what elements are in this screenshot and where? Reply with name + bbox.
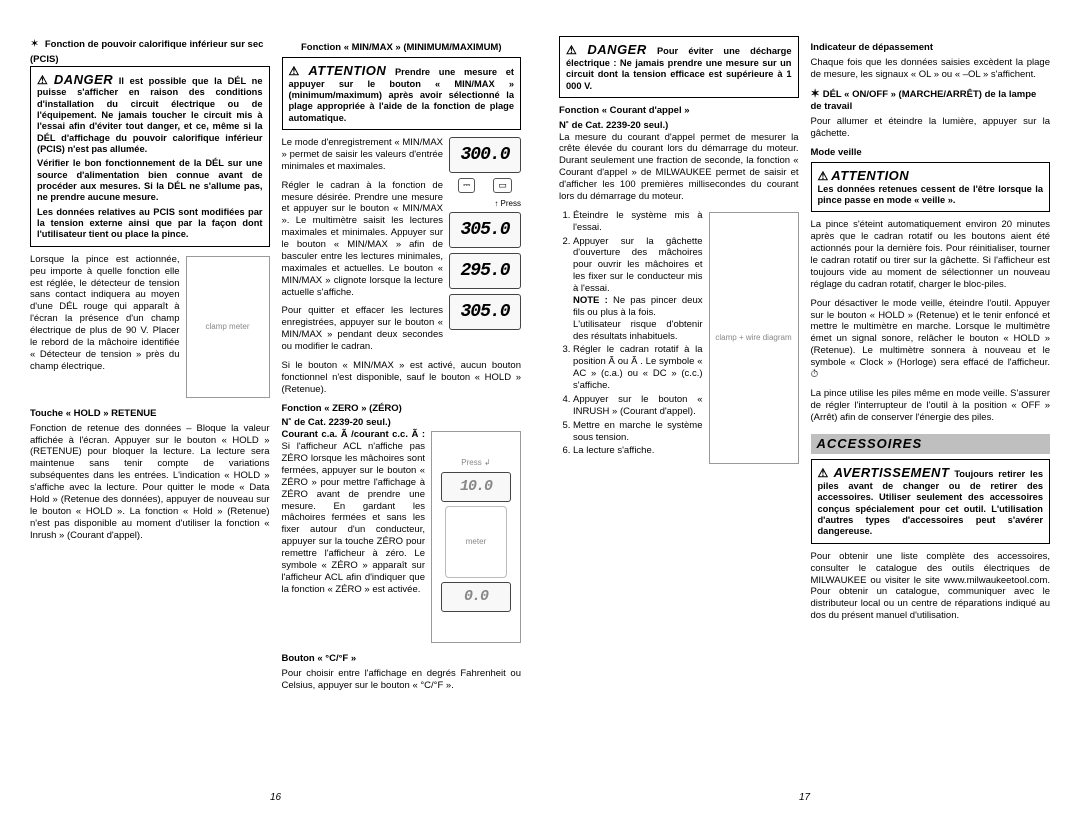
note-label: NOTE : xyxy=(573,295,608,306)
danger-label: DANGER xyxy=(54,72,113,87)
right-col2: Indicateur de dépassement Chaque fois qu… xyxy=(811,36,1051,792)
clock-icon xyxy=(811,369,821,380)
lcd-3: 295.0 xyxy=(449,253,521,289)
cf-body: Pour choisir entre l'affichage en degrés… xyxy=(282,668,522,692)
avert-box: AVERTISSEMENT Toujours retirer les piles… xyxy=(811,459,1051,544)
clamp-illustration-2: clamp + wire diagram xyxy=(709,212,799,464)
clamp-illustration-1: clamp meter xyxy=(186,256,270,398)
press-label-1: ↑ Press xyxy=(449,199,521,209)
danger-box-2: DANGER Pour éviter une décharge électriq… xyxy=(559,36,799,98)
inrush-body: La mesure du courant d'appel permet de m… xyxy=(559,132,799,203)
accessories-banner: ACCESSOIRES xyxy=(811,434,1051,454)
meter-illustration: Press ↲ 10.0 meter 0.0 xyxy=(431,431,521,643)
sleep-p2: Pour désactiver le mode veille, éteindre… xyxy=(811,298,1051,382)
light-icon xyxy=(30,36,42,52)
over-body: Chaque fois que les données saisies excè… xyxy=(811,57,1051,81)
attention-box-2: ATTENTION Les données retenues cessent d… xyxy=(811,162,1051,213)
page-spread: Fonction de pouvoir calorifique inférieu… xyxy=(30,36,1050,804)
del-title: DÉL « ON/OFF » (MARCHE/ARRÊT) de la lamp… xyxy=(811,89,1037,113)
hold-body: Fonction de retenue des données – Bloque… xyxy=(30,423,270,542)
note-after: L'utilisateur risque d'obtenir des résul… xyxy=(573,319,703,342)
pagenum-left: 16 xyxy=(30,792,521,805)
lcd-4: 305.0 xyxy=(449,294,521,330)
lcd-1: 300.0 xyxy=(449,137,521,173)
over-title: Indicateur de dépassement xyxy=(811,42,1051,54)
attention-box-1: ATTENTION Prendre une mesure et appuyer … xyxy=(282,57,522,130)
right-col1: DANGER Pour éviter une décharge électriq… xyxy=(559,36,799,792)
danger-text-2: Vérifier le bon fonctionnement de la DÉL… xyxy=(37,158,263,202)
page-right: DANGER Pour éviter une décharge électriq… xyxy=(559,36,1050,804)
avert-label: AVERTISSEMENT xyxy=(834,465,950,480)
zero-title: Fonction « ZERO » (ZÉRO) xyxy=(282,403,522,415)
pagenum-right: 17 xyxy=(559,792,1050,805)
del-body: Pour allumer et éteindre la lumière, app… xyxy=(811,116,1051,140)
attention-label: ATTENTION xyxy=(308,63,386,78)
hold-title: Touche « HOLD » RETENUE xyxy=(30,408,270,420)
acc-body: Pour obtenir une liste complète des acce… xyxy=(811,551,1051,622)
minmax-p4: Si le bouton « MIN/MAX » est activé, auc… xyxy=(282,360,522,396)
danger-box-1: DANGER Il est possible que la DÉL ne pui… xyxy=(30,66,270,247)
lcd-6: 0.0 xyxy=(441,582,511,612)
zero-body: Si l'afficheur ACL n'affiche pas ZÉRO lo… xyxy=(282,441,426,595)
inrush-title: Fonction « Courant d'appel » xyxy=(559,105,799,117)
cf-title: Bouton « °C/°F » xyxy=(282,653,522,665)
sleep-p1: La pince s'éteint automatiquement enviro… xyxy=(811,219,1051,290)
zero-lead: Courant c.a. Ã /courant c.c. Ã : xyxy=(282,429,426,440)
attn-text-2: Les données retenues cessent de l'être l… xyxy=(818,184,1044,205)
sleep-title: Mode veille xyxy=(811,147,1051,159)
lcd-2: 305.0 xyxy=(449,212,521,248)
attn-label-2: ATTENTION xyxy=(831,168,909,183)
zero-sub: N˚ de Cat. 2239-20 seul.) xyxy=(282,417,522,429)
danger-text-1: Il est possible que la DÉL ne puisse s'a… xyxy=(37,76,263,155)
lcd-stack-1: 300.0 ⎓▭ ↑ Press 305.0 295.0 305.0 xyxy=(449,137,521,335)
danger-text-3: Les données relatives au PCIS sont modif… xyxy=(37,207,263,240)
left-col1: Fonction de pouvoir calorifique inférieu… xyxy=(30,36,270,792)
lcd-5: 10.0 xyxy=(441,472,511,502)
minmax-title: Fonction « MIN/MAX » (MINIMUM/MAXIMUM) xyxy=(282,42,522,54)
sleep-p3: La pince utilise les piles même en mode … xyxy=(811,388,1051,424)
pcis-title: Fonction de pouvoir calorifique inférieu… xyxy=(30,39,263,65)
danger-label-2: DANGER xyxy=(587,42,646,57)
page-left: Fonction de pouvoir calorifique inférieu… xyxy=(30,36,521,804)
inrush-sub: N˚ de Cat. 2239-20 seul.) xyxy=(559,120,799,132)
left-col2: Fonction « MIN/MAX » (MINIMUM/MAXIMUM) A… xyxy=(282,36,522,792)
led-icon xyxy=(811,89,823,100)
